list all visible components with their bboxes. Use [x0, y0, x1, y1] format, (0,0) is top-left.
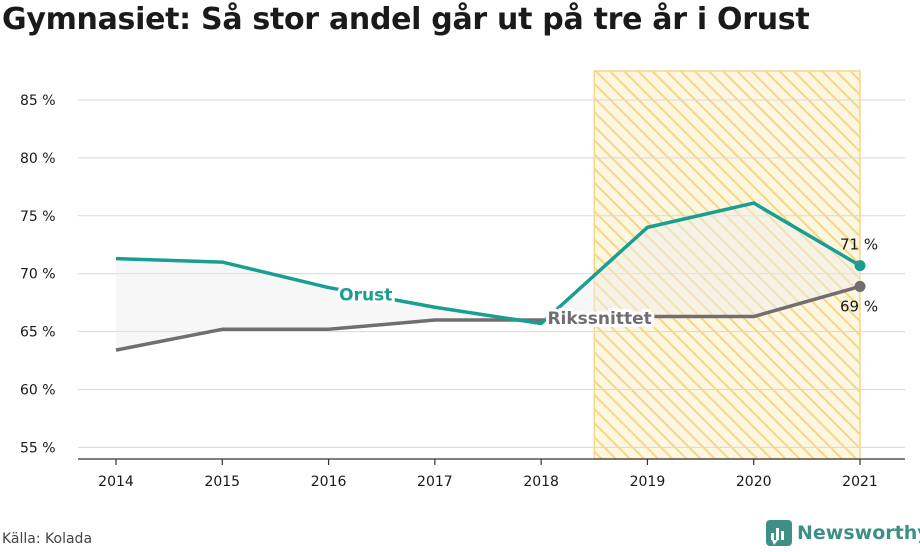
newsworthy-logo-text: Newsworthy: [797, 522, 920, 544]
source-note: Källa: Kolada: [2, 531, 93, 547]
x-tick-label: 2016: [311, 474, 347, 490]
x-tick-label: 2017: [417, 474, 453, 490]
y-tick-label: 65 %: [20, 325, 56, 341]
series-label-rikssnittet: Rikssnittet: [547, 309, 651, 329]
x-tick-label: 2021: [842, 474, 878, 490]
x-tick-label: 2018: [523, 474, 559, 490]
x-tick-label: 2014: [98, 474, 134, 490]
gap-area: [116, 203, 860, 351]
x-tick-label: 2015: [204, 474, 240, 490]
y-tick-label: 60 %: [20, 383, 56, 399]
y-tick-label: 75 %: [20, 209, 56, 225]
series-line-rikssnittet: [115, 284, 861, 352]
y-tick-label: 85 %: [20, 93, 56, 109]
newsworthy-logo: Newsworthy: [766, 520, 920, 546]
end-label-rikssnittet: 69 %: [840, 297, 878, 315]
series-line-orust: [115, 201, 861, 326]
x-tick-label: 2019: [630, 474, 666, 490]
y-tick-label: 70 %: [20, 267, 56, 283]
y-tick-label: 80 %: [20, 151, 56, 167]
highlight-period: [593, 70, 861, 460]
newsworthy-logo-icon: [766, 520, 792, 546]
end-label-orust: 71 %: [840, 236, 878, 254]
chart-title: Gymnasiet: Så stor andel går ut på tre å…: [2, 2, 810, 37]
series-endpoint-rikssnittet: [854, 280, 866, 292]
series-label-orust: Orust: [339, 285, 392, 305]
x-tick-label: 2020: [736, 474, 772, 490]
series-endpoint-orust: [854, 260, 866, 272]
y-tick-label: 55 %: [20, 440, 56, 456]
